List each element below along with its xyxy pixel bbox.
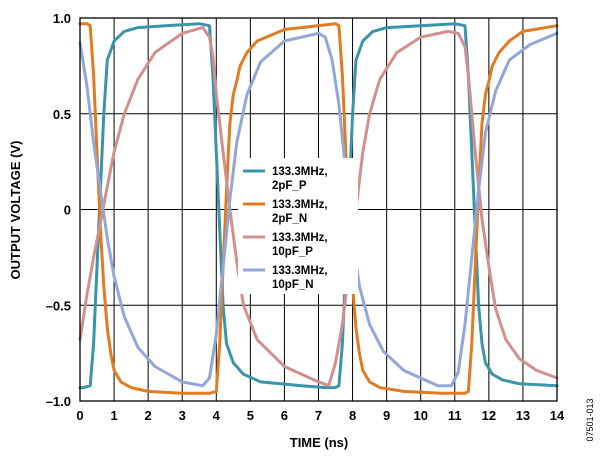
x-tick-label: 10 [413,408,427,423]
legend-label: 133.3MHz, [272,199,328,211]
legend-label: 2pF_P [272,180,307,192]
x-tick-label: 8 [349,408,356,423]
series-line [78,26,559,388]
x-tick-label: 7 [315,408,322,423]
x-tick-label: 2 [145,408,152,423]
x-tick-label: 6 [281,408,288,423]
x-tick-label: 11 [448,408,462,423]
series-line [78,22,559,395]
x-tick-label: 0 [76,408,83,423]
x-tick-label: 12 [482,408,496,423]
legend-label: 133.3MHz, [272,265,328,277]
y-tick-label: –0.5 [46,298,71,313]
series-line [78,22,559,390]
y-axis-title: OUTPUT VOLTAGE (V) [8,141,23,280]
y-tick-label: 0.5 [53,107,71,122]
x-axis-title: TIME (ns) [290,435,349,450]
y-tick-label: 0 [64,203,71,218]
y-tick-label: 1.0 [53,11,71,26]
figure-id: 07501-013 [585,398,595,441]
y-tick-label: –1.0 [46,394,71,409]
x-tick-label: 13 [516,408,530,423]
legend: 133.3MHz, 2pF_P 133.3MHz, 2pF_N 133.3MHz, 10p… [238,158,358,294]
legend-label: 2pF_N [272,213,307,225]
tick-labels: 0 1 2 3 4 5 6 7 8 9 10 11 12 13 141.00.50–0.5–1.0 [46,11,565,423]
x-tick-label: 14 [550,408,565,423]
x-tick-label: 3 [179,408,186,423]
x-tick-label: 4 [213,408,221,423]
series-lines [78,22,559,395]
series-line [78,31,559,388]
legend-label: 10pF_N [272,279,314,291]
legend-label: 10pF_P [272,246,313,258]
x-tick-label: 1 [110,408,117,423]
legend-label: 133.3MHz, [272,166,328,178]
plot-frame [79,17,558,402]
legend-label: 133.3MHz, [272,232,328,244]
x-tick-label: 5 [247,408,254,423]
x-tick-label: 9 [383,408,390,423]
